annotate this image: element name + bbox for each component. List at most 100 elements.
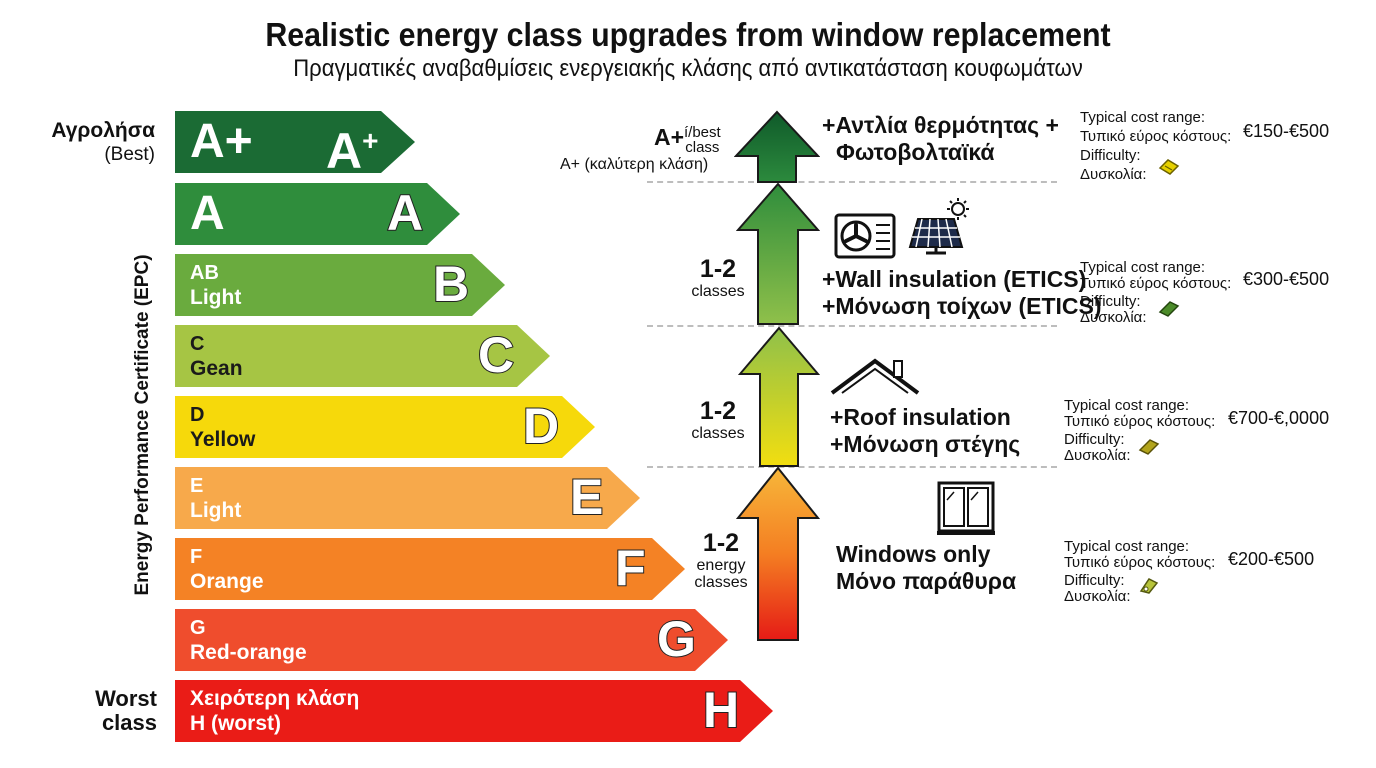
best-label: Αγρολήσα (Best) bbox=[40, 119, 155, 167]
cost-windows-label4: Δυσκολία: bbox=[1064, 588, 1131, 605]
band-g-letter: G bbox=[656, 610, 697, 668]
band-e-code: E bbox=[190, 475, 204, 497]
step-wall-unit: classes bbox=[691, 283, 745, 300]
upgrade-arrow-top bbox=[734, 110, 820, 183]
separator-3 bbox=[647, 466, 1057, 468]
cost-block-roof: Typical cost range: Τυπικό εύρος κόστους… bbox=[1064, 398, 1369, 478]
band-b: AB Light B bbox=[175, 254, 505, 316]
band-c: C Gean C bbox=[175, 325, 550, 387]
cost-roof-label3: Difficulty: bbox=[1064, 431, 1125, 448]
cost-windows-label3: Difficulty: bbox=[1064, 572, 1125, 589]
band-g-shape bbox=[175, 609, 728, 671]
house-roof-icon bbox=[830, 358, 920, 395]
step-windows-num: 1-2 bbox=[702, 529, 740, 557]
band-a-letter: A bbox=[386, 184, 424, 242]
solar-panel-icon bbox=[908, 198, 969, 255]
cost-heatpump-label1: Typical cost range: bbox=[1080, 109, 1206, 126]
band-a: A A bbox=[175, 183, 460, 245]
step-label-windows: 1-2 energy classes bbox=[686, 529, 756, 591]
epc-axis-label: Energy Performance Certificate (EPC) bbox=[132, 254, 153, 596]
band-b-shape bbox=[175, 254, 505, 316]
cost-block-heatpump: Typical cost range: Τυπικό εύρος κόστους… bbox=[1080, 110, 1370, 190]
separator-1 bbox=[647, 181, 1057, 183]
band-a-plus-letter: A+ bbox=[326, 123, 379, 179]
band-h: Χειρότερη κλάση H (worst) H bbox=[175, 680, 773, 742]
cost-wall-label4: Δυσκολία: bbox=[1080, 309, 1147, 326]
band-g-name: Red-orange bbox=[190, 641, 307, 664]
step-roof-num: 1-2 bbox=[699, 397, 737, 425]
band-d: D Yellow D bbox=[175, 396, 595, 458]
band-g: G Red-orange G bbox=[175, 609, 728, 671]
top-class-small: í/best class bbox=[684, 125, 721, 155]
upgrade-roof-line1: +Roof insulation bbox=[830, 404, 1011, 430]
worst-label-line2: class bbox=[101, 710, 157, 735]
band-h-name: H (worst) bbox=[190, 712, 281, 735]
band-f-name: Orange bbox=[190, 570, 264, 593]
best-label-line2: (Best) bbox=[104, 144, 155, 165]
cost-roof-label2: Τυπικό εύρος κόστους: bbox=[1064, 413, 1216, 430]
band-h-greek: Χειρότερη κλάση bbox=[190, 687, 360, 710]
step-windows-unit1: energy bbox=[696, 557, 746, 574]
upgrade-wall-line1: +Wall insulation (ETICS) bbox=[822, 266, 1087, 292]
upgrade-roof: +Roof insulation +Μόνωση στέγης bbox=[830, 404, 1020, 458]
band-d-letter: D bbox=[522, 397, 560, 455]
step-wall-num: 1-2 bbox=[699, 255, 737, 283]
worst-label: Worst class bbox=[40, 687, 157, 735]
cost-block-wall: Typical cost range: Τυπικό εύρος κόστους… bbox=[1080, 260, 1370, 340]
cost-block-windows: Typical cost range: Τυπικό εύρος κόστους… bbox=[1064, 539, 1369, 619]
band-a-plus-shape bbox=[175, 111, 415, 173]
difficulty-icon bbox=[1138, 439, 1160, 455]
cost-heatpump-price: €150-€500 bbox=[1243, 121, 1330, 141]
cost-roof-price: €700-€,0000 bbox=[1228, 408, 1330, 428]
band-c-name: Gean bbox=[190, 357, 243, 380]
step-roof-unit: classes bbox=[691, 425, 745, 442]
cost-windows-label2: Τυπικό εύρος κόστους: bbox=[1064, 554, 1216, 571]
cost-windows-price: €200-€500 bbox=[1228, 549, 1315, 569]
upgrade-wall-line2: +Μόνωση τοίχων (ETICS) bbox=[822, 293, 1102, 319]
upgrade-heatpump-line2: Φωτοβολταϊκά bbox=[836, 139, 995, 165]
band-b-name: Light bbox=[190, 286, 242, 309]
band-h-shape bbox=[175, 680, 773, 742]
page-title: Realistic energy class upgrades from win… bbox=[265, 16, 1111, 53]
upgrade-arrow-wall bbox=[736, 182, 820, 325]
heat-pump-icon bbox=[834, 213, 896, 259]
upgrade-windows-line2: Μόνο παράθυρα bbox=[836, 568, 1017, 594]
cost-wall-label1: Typical cost range: bbox=[1080, 259, 1206, 276]
upgrade-wall: +Wall insulation (ETICS) +Μόνωση τοίχων … bbox=[822, 266, 1102, 320]
band-e-name: Light bbox=[190, 499, 242, 522]
band-d-code: D bbox=[190, 404, 205, 426]
step-windows-unit2: classes bbox=[694, 574, 748, 591]
band-c-shape bbox=[175, 325, 550, 387]
cost-wall-price: €300-€500 bbox=[1243, 269, 1330, 289]
window-icon bbox=[937, 481, 995, 535]
band-e: E Light E bbox=[175, 467, 640, 529]
upgrade-arrow-roof bbox=[738, 326, 820, 467]
band-e-shape bbox=[175, 467, 640, 529]
best-label-line1: Αγρολήσα bbox=[51, 119, 155, 142]
top-class-small-line1: í/best bbox=[684, 124, 721, 141]
band-a-plus-code: A+ bbox=[190, 115, 253, 168]
band-c-letter: C bbox=[477, 326, 515, 384]
step-label-roof: 1-2 classes bbox=[682, 397, 754, 442]
band-a-shape bbox=[175, 183, 460, 245]
upgrade-heatpump-line1: +Αντλία θερμότητας + bbox=[822, 112, 1059, 138]
band-f-code: F bbox=[190, 546, 203, 568]
cost-heatpump-label2: Τυπικό εύρος κόστους: bbox=[1080, 128, 1232, 145]
difficulty-icon bbox=[1139, 578, 1159, 594]
cost-wall-label3: Difficulty: bbox=[1080, 293, 1141, 310]
band-a-plus: A+ A+ bbox=[175, 111, 415, 179]
band-d-name: Yellow bbox=[190, 428, 256, 451]
cost-heatpump-label3: Difficulty: bbox=[1080, 147, 1141, 164]
cost-heatpump-label4: Δυσκολία: bbox=[1080, 166, 1147, 183]
band-a-code: A bbox=[190, 187, 225, 240]
top-class-greek: A+ (καλύτερη κλάση) bbox=[560, 156, 709, 173]
difficulty-icon bbox=[1158, 159, 1180, 175]
upgrade-windows-line1: Windows only bbox=[836, 541, 991, 567]
band-f: F Orange F bbox=[175, 538, 685, 600]
band-g-code: G bbox=[190, 617, 206, 639]
step-label-wall: 1-2 classes bbox=[682, 255, 754, 300]
upgrade-windows: Windows only Μόνο παράθυρα bbox=[836, 541, 1016, 595]
cost-windows-label1: Typical cost range: bbox=[1064, 538, 1190, 555]
band-b-letter: B bbox=[432, 255, 470, 313]
cost-roof-label1: Typical cost range: bbox=[1064, 397, 1190, 414]
